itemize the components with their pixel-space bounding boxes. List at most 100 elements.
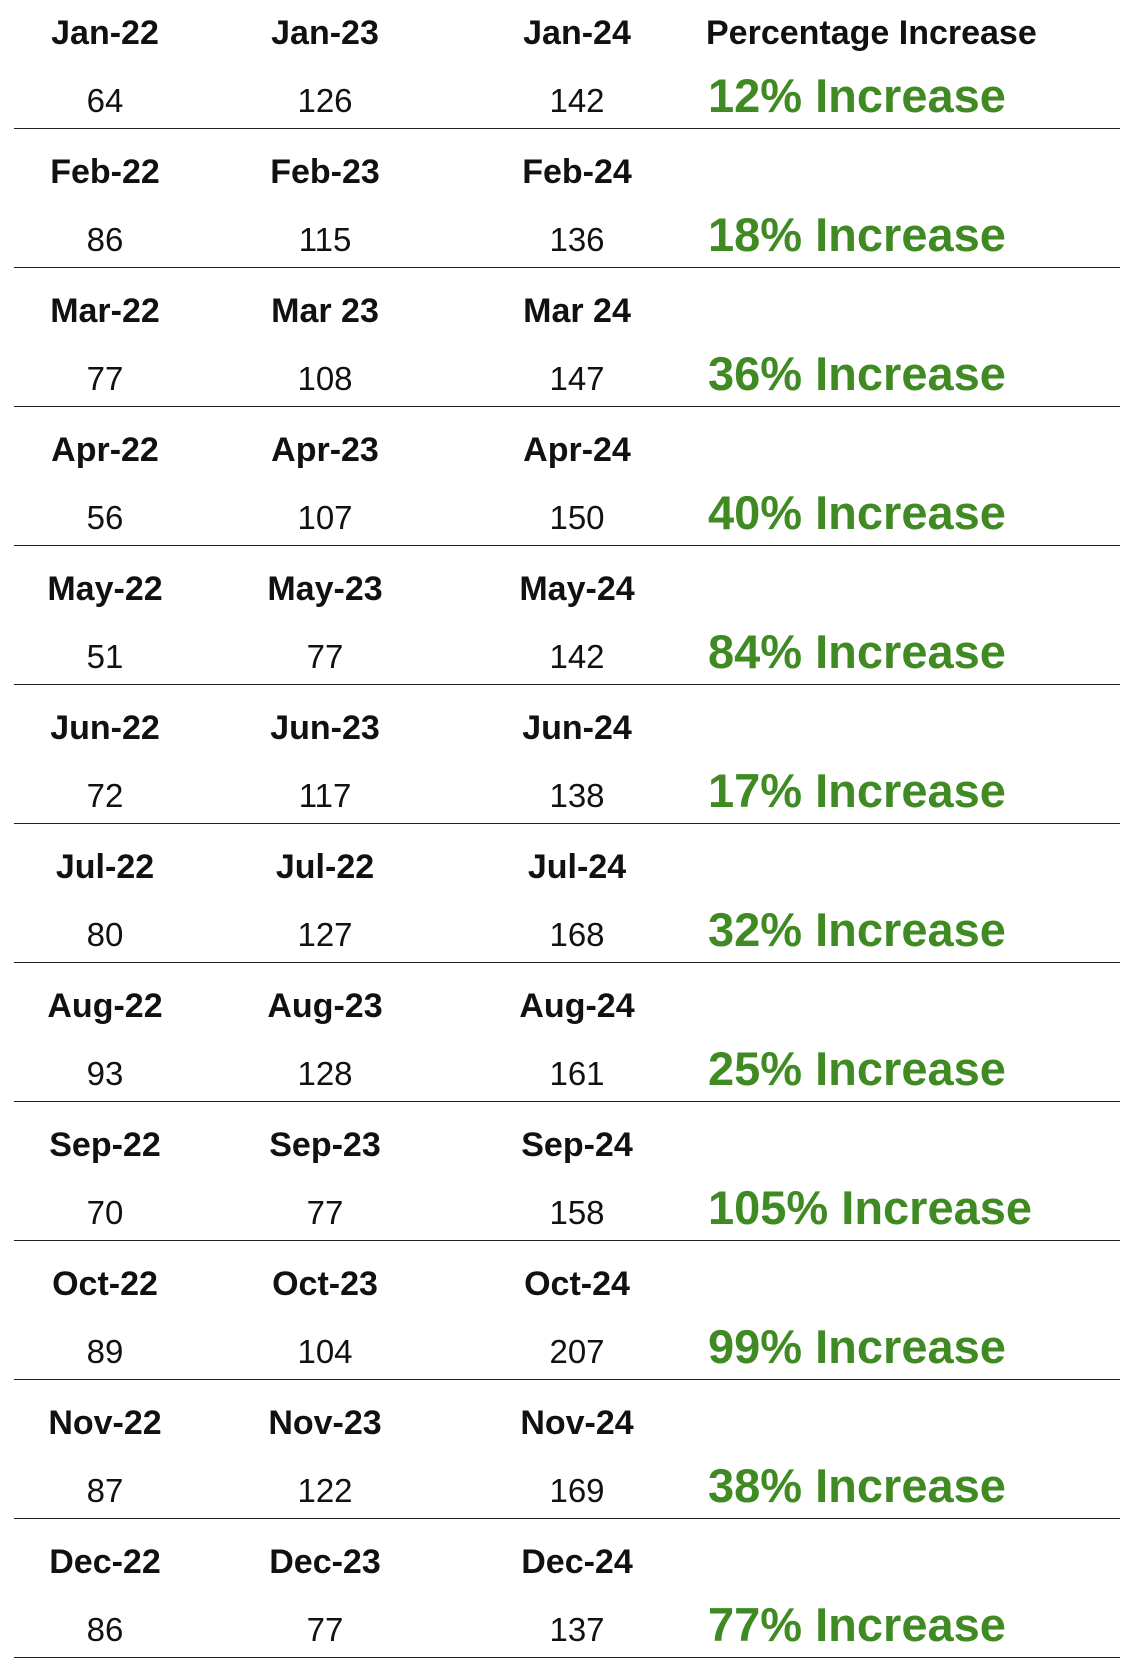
value-2024: 137	[549, 1611, 605, 1648]
month-label-2022: Sep-22	[49, 1126, 161, 1164]
row-divider	[14, 962, 1120, 963]
table-row: Apr-22 Apr-23 Apr-24 56 107 150 40% Increase	[0, 417, 1124, 556]
month-label-2022: Feb-22	[50, 153, 160, 191]
month-label-2022: May-22	[47, 570, 163, 608]
month-label-2022: Jul-22	[55, 848, 155, 886]
table-row: Jan-22 Jan-23 Jan-24 64 126 142 12% Increase	[0, 0, 1124, 139]
value-2022: 93	[86, 1055, 124, 1092]
month-label-2024: Jul-24	[527, 848, 627, 886]
percentage-increase: 12% Increase	[708, 69, 1006, 122]
value-2023: 117	[298, 777, 352, 814]
value-2022: 77	[86, 360, 124, 397]
month-label-2023: Mar 23	[271, 292, 379, 330]
month-label-2023: Aug-23	[267, 987, 383, 1025]
table-row: Aug-22 Aug-23 Aug-24 93 128 161 25% Increase	[0, 973, 1124, 1112]
table-row: Jul-22 Jul-22 Jul-24 80 127 168 32% Increase	[0, 834, 1124, 973]
percentage-increase: 32% Increase	[708, 903, 1006, 956]
percentage-increase: 84% Increase	[708, 625, 1006, 678]
value-2023: 108	[297, 360, 353, 397]
value-2022: 70	[86, 1194, 124, 1231]
month-label-2023: Oct-23	[272, 1265, 378, 1303]
percentage-increase: 17% Increase	[708, 764, 1006, 817]
value-2023: 122	[297, 1472, 353, 1509]
row-divider	[14, 1379, 1120, 1380]
row-divider	[14, 267, 1120, 268]
month-label-2022: Oct-22	[52, 1265, 158, 1303]
month-label-2023: Feb-23	[270, 153, 380, 191]
value-2023: 115	[298, 221, 352, 258]
month-label-2024: Mar 24	[523, 292, 631, 330]
month-label-2023: May-23	[267, 570, 383, 608]
month-label-2023: Nov-23	[268, 1404, 382, 1442]
month-label-2022: Aug-22	[47, 987, 163, 1025]
value-2023: 127	[297, 916, 353, 953]
month-label-2023: Jan-23	[271, 14, 379, 52]
value-2022: 89	[86, 1333, 124, 1370]
percentage-increase: 38% Increase	[708, 1459, 1006, 1512]
value-2024: 142	[549, 638, 605, 675]
row-divider	[14, 1240, 1120, 1241]
table-row: Sep-22 Sep-23 Sep-24 70 77 158 105% Increase	[0, 1112, 1124, 1251]
value-2023: 77	[306, 1194, 344, 1231]
value-2024: 169	[549, 1472, 605, 1509]
month-label-2022: Nov-22	[48, 1404, 162, 1442]
month-label-2022: Jan-22	[51, 14, 159, 52]
row-divider	[14, 128, 1120, 129]
month-label-2024: Sep-24	[521, 1126, 633, 1164]
month-label-2024: Jun-24	[522, 709, 632, 747]
month-label-2024: Dec-24	[521, 1543, 633, 1581]
row-divider	[14, 684, 1120, 685]
value-2022: 86	[86, 221, 124, 258]
month-label-2022: Dec-22	[49, 1543, 161, 1581]
month-label-2024: May-24	[519, 570, 635, 608]
table-row: May-22 May-23 May-24 51 77 142 84% Increase	[0, 556, 1124, 695]
value-2023: 126	[297, 82, 353, 119]
percentage-increase: 40% Increase	[708, 486, 1006, 539]
month-label-2024: Nov-24	[520, 1404, 634, 1442]
value-2024: 142	[549, 82, 605, 119]
table-row: Mar-22 Mar 23 Mar 24 77 108 147 36% Increase	[0, 278, 1124, 417]
month-label-2024: Jan-24	[523, 14, 631, 52]
month-label-2022: Jun-22	[50, 709, 160, 747]
month-label-2022: Mar-22	[50, 292, 160, 330]
month-label-2024: Feb-24	[522, 153, 632, 191]
value-2023: 77	[306, 1611, 344, 1648]
row-divider	[14, 406, 1120, 407]
month-label-2023: Dec-23	[269, 1543, 381, 1581]
value-2024: 136	[549, 221, 605, 258]
month-label-2024: Apr-24	[523, 431, 631, 469]
table-row: Oct-22 Oct-23 Oct-24 89 104 207 99% Increase	[0, 1251, 1124, 1390]
value-2022: 51	[86, 638, 124, 675]
table-row: Feb-22 Feb-23 Feb-24 86 115 136 18% Increase	[0, 139, 1124, 278]
percentage-increase: 77% Increase	[708, 1598, 1006, 1651]
percentage-increase: 25% Increase	[708, 1042, 1006, 1095]
table-row: Jun-22 Jun-23 Jun-24 72 117 138 17% Increase	[0, 695, 1124, 834]
month-label-2024: Aug-24	[519, 987, 635, 1025]
value-2023: 107	[297, 499, 353, 536]
row-divider	[14, 823, 1120, 824]
percentage-increase: 105% Increase	[708, 1181, 1033, 1234]
percentage-increase: 99% Increase	[708, 1320, 1006, 1373]
value-2024: 138	[549, 777, 605, 814]
month-label-2023: Jun-23	[270, 709, 380, 747]
month-label-2024: Oct-24	[524, 1265, 630, 1303]
month-label-2023: Jul-22	[275, 848, 375, 886]
month-label-2023: Sep-23	[269, 1126, 381, 1164]
row-divider	[14, 1518, 1120, 1519]
value-2024: 158	[549, 1194, 605, 1231]
value-2022: 80	[86, 916, 124, 953]
table-row: Dec-22 Dec-23 Dec-24 86 77 137 77% Increase	[0, 1529, 1124, 1668]
month-label-2023: Apr-23	[271, 431, 379, 469]
value-2023: 77	[306, 638, 344, 675]
value-2024: 150	[549, 499, 605, 536]
value-2024: 207	[549, 1333, 605, 1370]
value-2023: 104	[297, 1333, 353, 1370]
value-2022: 72	[86, 777, 124, 814]
row-divider	[14, 1101, 1120, 1102]
row-divider	[14, 545, 1120, 546]
month-label-2022: Apr-22	[51, 431, 159, 469]
value-2024: 168	[549, 916, 605, 953]
percentage-increase: 36% Increase	[708, 347, 1006, 400]
value-2022: 87	[86, 1472, 124, 1509]
